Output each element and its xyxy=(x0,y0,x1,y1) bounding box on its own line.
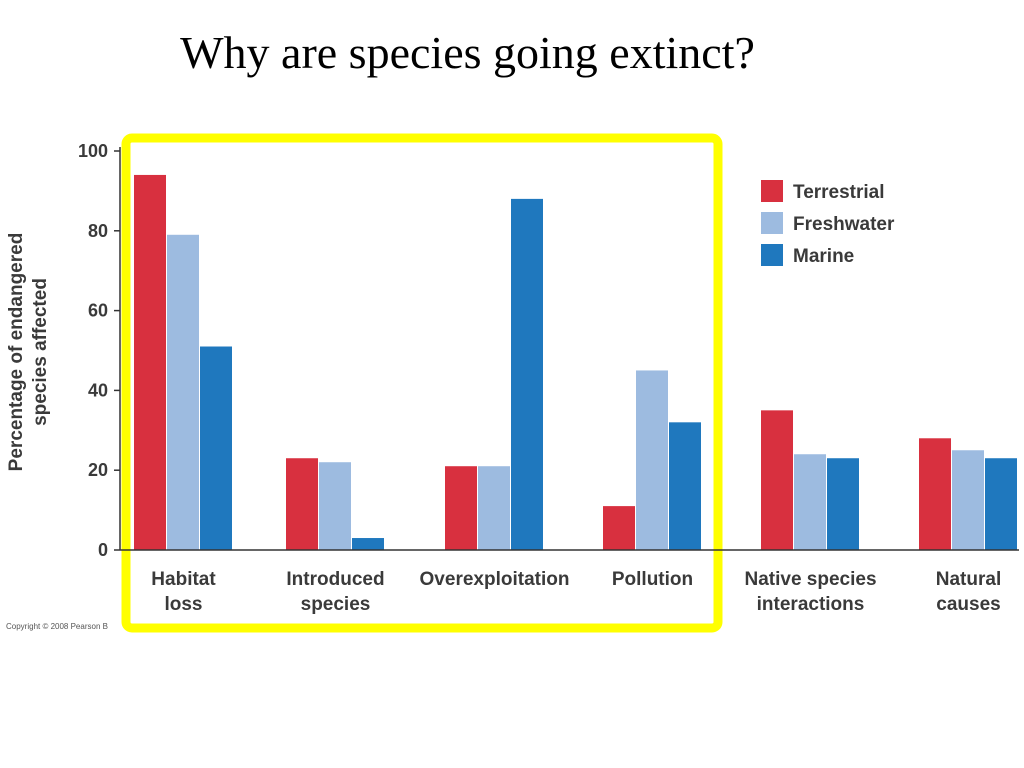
y-tick-label: 80 xyxy=(88,221,108,241)
bar-terrestrial-3 xyxy=(603,506,635,550)
category-label: Habitat loss xyxy=(151,569,216,615)
bar-terrestrial-4 xyxy=(761,410,793,550)
bar-marine-0 xyxy=(200,346,232,550)
bar-freshwater-0 xyxy=(167,234,199,551)
bar-terrestrial-2 xyxy=(445,466,477,550)
legend-swatch-marine xyxy=(761,244,783,266)
legend: Terrestrial Freshwater Marine xyxy=(761,180,895,267)
legend-label-freshwater: Freshwater xyxy=(793,214,895,235)
highlight-box xyxy=(121,133,723,633)
y-axis-title: Percentage of endangered species affected xyxy=(6,233,51,472)
category-label: Introduced species xyxy=(286,569,384,615)
legend-label-terrestrial: Terrestrial xyxy=(793,182,885,203)
bar-marine-4 xyxy=(827,458,859,550)
copyright-text: Copyright © 2008 Pearson B xyxy=(6,622,108,631)
legend-label-marine: Marine xyxy=(793,246,854,267)
labels-layer: Habitat loss Introduced species Overexploita… xyxy=(151,569,1001,615)
bar-marine-1 xyxy=(352,538,384,550)
y-tick-label: 60 xyxy=(88,301,108,321)
bar-marine-5 xyxy=(985,458,1017,550)
category-label: Pollution xyxy=(612,569,693,590)
axis-layer: 0 20 40 60 80 100 Percentage of endangered spec… xyxy=(6,141,1019,560)
y-tick-label: 0 xyxy=(98,540,108,560)
category-label: Overexploitation xyxy=(420,569,570,590)
category-label: Native species interactions xyxy=(744,569,876,615)
bar-freshwater-1 xyxy=(319,462,351,550)
bar-freshwater-3 xyxy=(636,370,668,550)
category-label: Natural causes xyxy=(936,569,1001,615)
bar-terrestrial-0 xyxy=(134,174,166,550)
bar-freshwater-2 xyxy=(478,466,510,550)
legend-swatch-freshwater xyxy=(761,212,783,234)
bars-layer xyxy=(134,174,1017,551)
legend-swatch-terrestrial xyxy=(761,180,783,202)
bar-marine-3 xyxy=(669,422,701,550)
bar-marine-2 xyxy=(511,198,543,550)
y-tick-label: 40 xyxy=(88,380,108,400)
slide-title: Why are species going extinct? xyxy=(180,27,755,78)
y-tick-label: 100 xyxy=(78,141,108,161)
bar-freshwater-5 xyxy=(952,450,984,550)
bar-terrestrial-1 xyxy=(286,458,318,550)
y-tick-label: 20 xyxy=(88,460,108,480)
bar-terrestrial-5 xyxy=(919,438,951,550)
bar-freshwater-4 xyxy=(794,454,826,550)
